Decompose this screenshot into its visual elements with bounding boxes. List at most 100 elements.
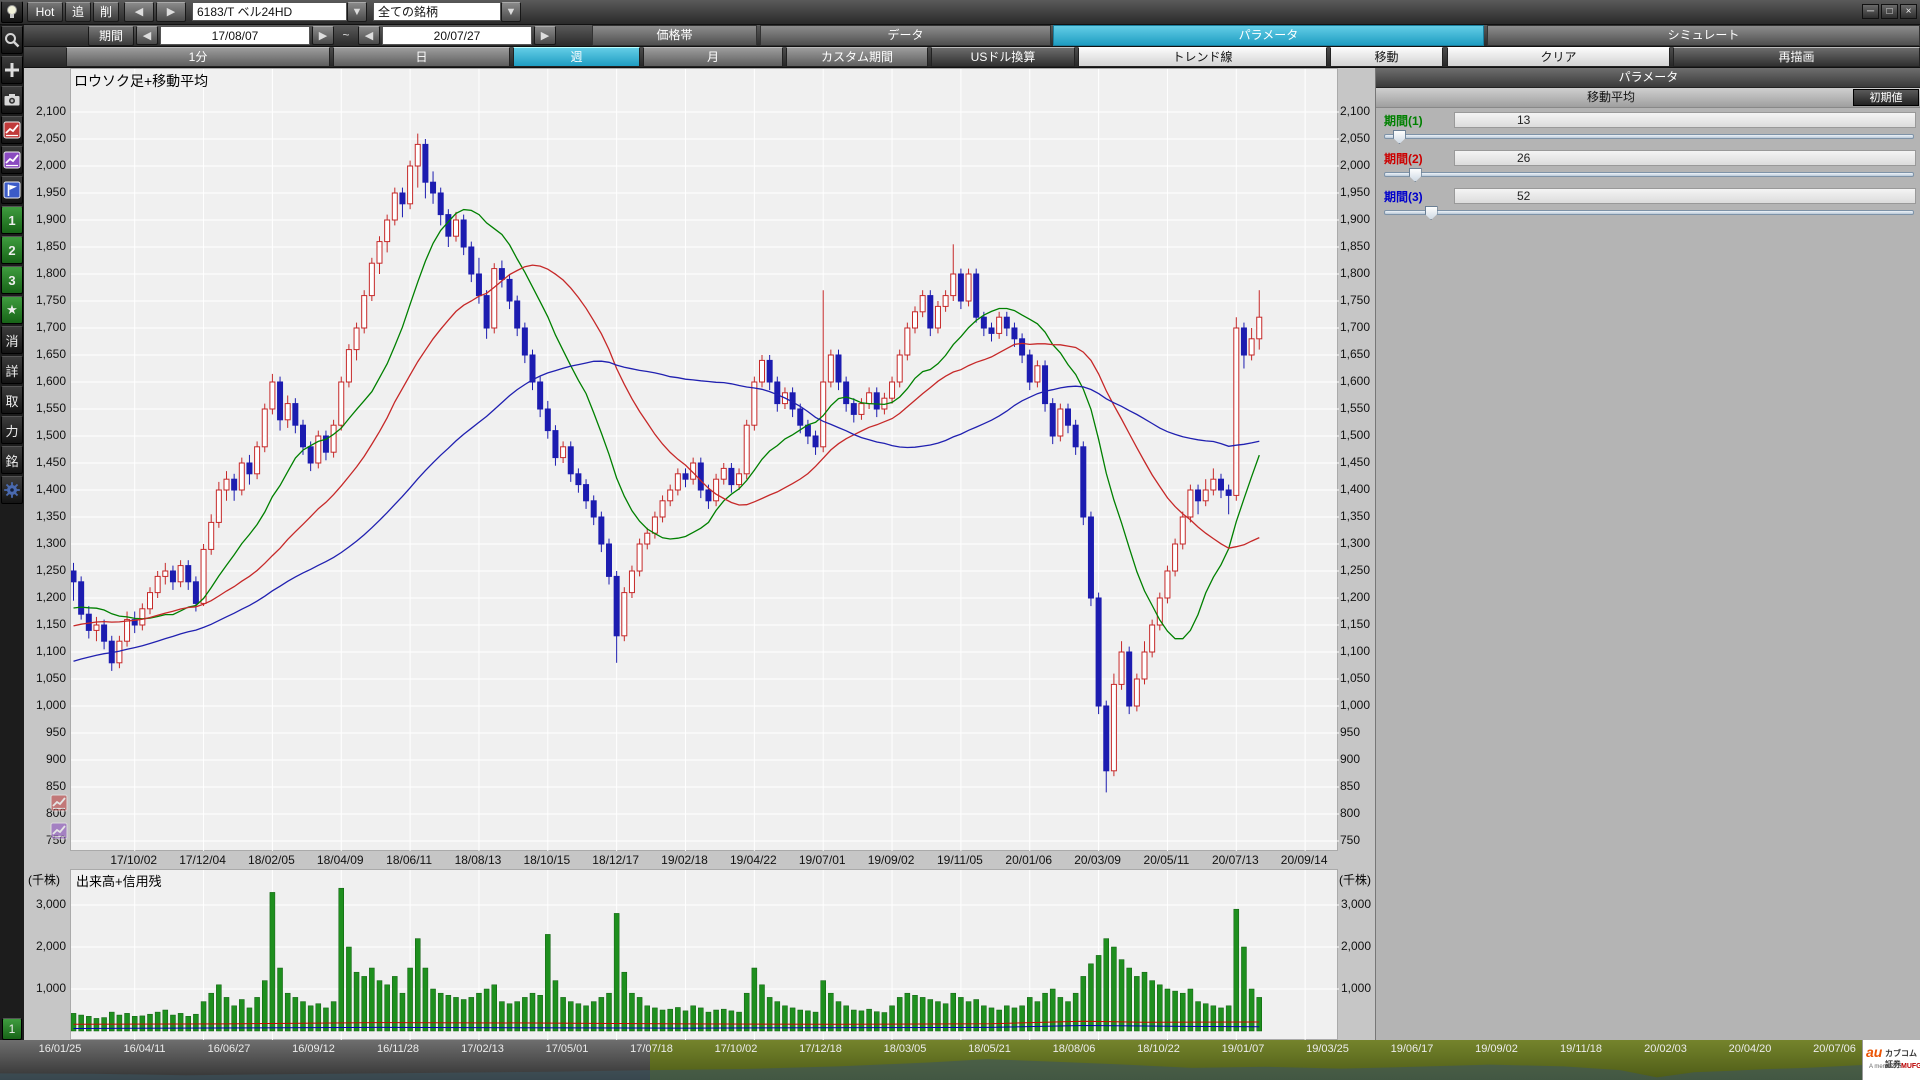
sidebar-flag-icon[interactable]: [1, 176, 23, 204]
volume-bar: [453, 997, 459, 1032]
chart-style-red-icon[interactable]: [50, 794, 68, 817]
toolbar-button-10[interactable]: 再描画: [1673, 47, 1920, 67]
add-button[interactable]: 追: [65, 2, 91, 22]
volume-bar: [1172, 990, 1178, 1032]
toolbar-button-3[interactable]: 週: [513, 47, 640, 67]
filter-dropdown-icon[interactable]: ▼: [501, 2, 521, 22]
delete-button[interactable]: 削: [93, 2, 119, 22]
volume-bar: [598, 997, 605, 1032]
reset-defaults-button[interactable]: 初期値: [1853, 89, 1919, 106]
date-to-input[interactable]: [382, 26, 532, 45]
candle-body: [460, 219, 467, 248]
sidebar-camera-icon[interactable]: [1, 86, 23, 114]
sidebar-gear-icon[interactable]: [1, 476, 23, 504]
sidebar-num-icon[interactable]: 1: [1, 206, 23, 234]
volume-bar: [942, 1003, 949, 1032]
candle-body: [192, 581, 199, 604]
sidebar-search-icon[interactable]: [1, 26, 23, 54]
volume-bar: [1202, 1003, 1209, 1032]
param-slider-1[interactable]: [1384, 130, 1914, 144]
next-symbol-button[interactable]: ▶: [156, 2, 186, 22]
sidebar-plus-icon[interactable]: [1, 56, 23, 84]
date-tick-label: 20/03/09: [1074, 853, 1121, 867]
candle-body: [904, 327, 911, 356]
date-to-prev-icon[interactable]: ◀: [358, 26, 380, 45]
maximize-button[interactable]: □: [1881, 4, 1898, 19]
hot-button[interactable]: Hot: [27, 2, 63, 22]
tab-4[interactable]: シミュレート: [1487, 25, 1920, 46]
tab-3[interactable]: パラメータ: [1053, 25, 1484, 46]
price-tick-label: 1,250: [1340, 563, 1371, 577]
param-value-1[interactable]: 13: [1454, 112, 1916, 128]
toolbar-button-8[interactable]: 移動: [1330, 47, 1443, 67]
candle-body: [583, 484, 590, 502]
sidebar-star-icon[interactable]: ★: [1, 296, 23, 324]
sidebar-num-icon[interactable]: 3: [1, 266, 23, 294]
range-navigator[interactable]: 16/01/25 16/04/11 16/06/27 16/09/12 16/11/28…: [0, 1040, 1862, 1080]
sidebar-kanji-消-icon[interactable]: 消: [1, 326, 23, 354]
price-tick-label: 1,000: [35, 698, 66, 712]
candle-body: [1240, 327, 1247, 356]
param-value-3[interactable]: 52: [1454, 188, 1916, 204]
sidebar-num-icon[interactable]: 2: [1, 236, 23, 264]
date-from-input[interactable]: [160, 26, 310, 45]
param-slider-3[interactable]: [1384, 206, 1914, 220]
toolbar-button-9[interactable]: クリア: [1447, 47, 1670, 67]
param-slider-thumb-1[interactable]: [1392, 130, 1406, 144]
toolbar-button-2[interactable]: 日: [333, 47, 510, 67]
price-tick-label: 1,100: [35, 644, 66, 658]
sidebar-chart-red-icon[interactable]: [1, 116, 23, 144]
tab-2[interactable]: データ: [760, 25, 1051, 46]
candle-body: [1095, 597, 1102, 707]
param-slider-2[interactable]: [1384, 168, 1914, 182]
candle-body: [544, 408, 551, 432]
toolbar-button-1[interactable]: 1分: [66, 47, 330, 67]
price-tick-label: 1,850: [35, 239, 66, 253]
toolbar-button-5[interactable]: カスタム期間: [786, 47, 928, 67]
date-to-next-icon[interactable]: ▶: [534, 26, 556, 45]
price-tick-label: 1,000: [1340, 698, 1371, 712]
tab-1[interactable]: 価格帯: [592, 25, 757, 46]
volume-chart[interactable]: [70, 869, 1339, 1041]
candle-body: [644, 532, 651, 545]
sidebar-kanji-力-icon[interactable]: 力: [1, 416, 23, 444]
prev-symbol-button[interactable]: ◀: [124, 2, 154, 22]
param-slider-thumb-2[interactable]: [1408, 168, 1422, 182]
volume-bar: [1187, 988, 1194, 1032]
price-tick-label: 850: [1340, 779, 1361, 793]
symbol-filter-select[interactable]: [373, 2, 501, 21]
candlestick-chart[interactable]: [70, 68, 1339, 852]
sidebar-kanji-銘-icon[interactable]: 銘: [1, 446, 23, 474]
candle-body: [101, 624, 108, 642]
symbol-dropdown-icon[interactable]: ▼: [347, 2, 367, 22]
param-slider-thumb-3[interactable]: [1424, 206, 1438, 220]
candle-body: [139, 608, 146, 626]
price-tick-label: 900: [45, 752, 66, 766]
price-tick-label: 2,100: [35, 104, 66, 118]
candle-body: [850, 403, 857, 415]
volume-bar: [835, 1001, 842, 1032]
candle-body: [797, 408, 804, 426]
sidebar-bulb-icon[interactable]: [1, 1, 23, 23]
volume-bar: [139, 1015, 146, 1032]
price-axis-right: 2,100 2,050 2,000 1,950 1,900 1,850 1,800 1,750…: [1338, 68, 1375, 869]
date-tick-label: 18/06/11: [386, 853, 432, 867]
pane-badge-1[interactable]: 1: [2, 1018, 22, 1040]
price-tick-label: 1,150: [1340, 617, 1371, 631]
date-from-next-icon[interactable]: ▶: [312, 26, 334, 45]
symbol-input[interactable]: [192, 2, 347, 21]
sidebar-kanji-詳-icon[interactable]: 詳: [1, 356, 23, 384]
toolbar-button-6[interactable]: USドル換算: [931, 47, 1075, 67]
param-value-2[interactable]: 26: [1454, 150, 1916, 166]
sidebar-kanji-取-icon[interactable]: 取: [1, 386, 23, 414]
sidebar-chart-purple-icon[interactable]: [1, 146, 23, 174]
candle-body: [407, 165, 414, 205]
toolbar-button-7[interactable]: トレンド線: [1078, 47, 1327, 67]
close-button[interactable]: ×: [1900, 4, 1917, 19]
toolbar-button-4[interactable]: 月: [643, 47, 783, 67]
date-from-prev-icon[interactable]: ◀: [136, 26, 158, 45]
minimize-button[interactable]: ─: [1862, 4, 1879, 19]
volume-bar: [766, 997, 773, 1032]
date-tick-label: 20/07/13: [1211, 853, 1259, 867]
chart-style-purple-icon[interactable]: [50, 822, 68, 845]
